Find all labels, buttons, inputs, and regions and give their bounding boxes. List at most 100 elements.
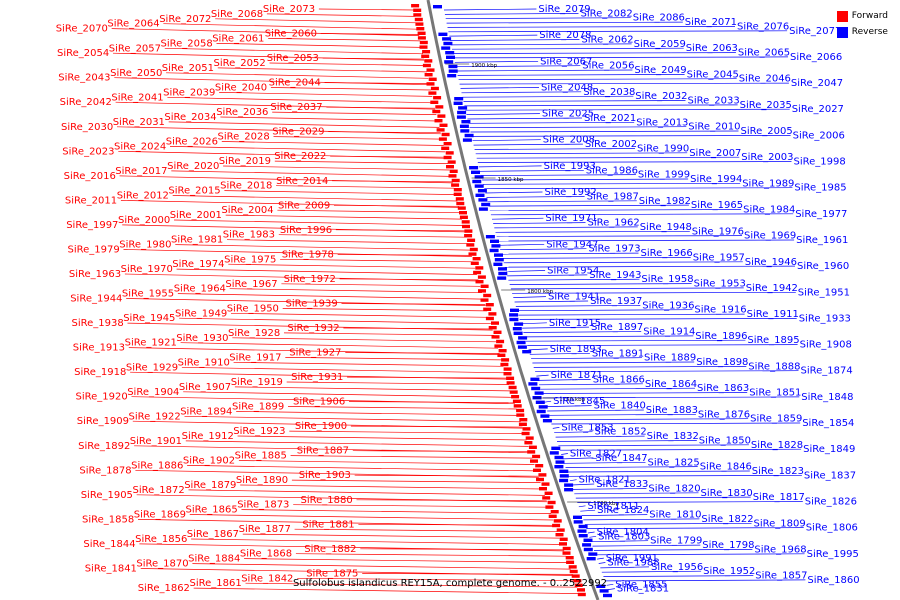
gene-label: SiRe_2064 xyxy=(107,19,159,30)
reverse-gene-arrow xyxy=(478,198,488,202)
gene-label: SiRe_1931 xyxy=(291,372,343,383)
forward-gene-arrow xyxy=(498,349,507,353)
label-leader-line xyxy=(120,200,460,208)
forward-gene-arrow xyxy=(542,496,551,500)
label-leader-line xyxy=(326,106,436,109)
gene-label: SiRe_1920 xyxy=(76,392,128,403)
forward-gene-arrow xyxy=(483,293,492,298)
gene-label: SiRe_1996 xyxy=(280,225,332,236)
label-leader-line xyxy=(283,332,495,336)
gene-label: SiRe_1994 xyxy=(690,174,742,185)
gene-label: SiRe_1993 xyxy=(544,161,596,172)
gene-label: SiRe_1874 xyxy=(801,366,853,377)
gene-label: SiRe_1938 xyxy=(72,318,124,329)
forward-gene-arrow xyxy=(433,96,442,100)
reverse-gene-arrow xyxy=(498,267,507,271)
forward-gene-arrow xyxy=(443,142,452,146)
reverse-gene-arrow xyxy=(583,538,593,542)
reverse-gene-arrow xyxy=(448,64,458,69)
label-leader-line xyxy=(335,229,466,232)
label-leader-line xyxy=(554,431,593,434)
gene-label: SiRe_2023 xyxy=(62,146,114,157)
gene-label: SiRe_1823 xyxy=(752,466,804,477)
label-leader-line xyxy=(332,180,453,183)
forward-gene-arrow xyxy=(462,224,470,229)
label-leader-line xyxy=(564,461,646,464)
label-leader-line xyxy=(561,453,568,455)
gene-label: SiRe_1803 xyxy=(598,531,650,542)
gene-label: SiRe_2013 xyxy=(636,117,688,128)
forward-gene-arrow xyxy=(566,560,575,564)
label-leader-line xyxy=(463,100,686,102)
label-leader-line xyxy=(518,313,745,316)
forward-gene-arrow xyxy=(446,165,454,169)
label-leader-line xyxy=(482,178,689,181)
label-leader-line xyxy=(572,488,647,490)
reverse-gene-arrow xyxy=(444,60,454,64)
gene-label: SiRe_1897 xyxy=(591,322,643,333)
gene-label: SiRe_1950 xyxy=(227,303,279,314)
label-leader-line xyxy=(352,450,531,453)
gene-label: SiRe_1921 xyxy=(125,338,177,349)
gene-label: SiRe_2036 xyxy=(216,107,268,118)
label-leader-line xyxy=(445,17,631,20)
label-leader-line xyxy=(503,261,743,264)
gene-label: SiRe_1893 xyxy=(550,344,602,355)
reverse-gene-arrow xyxy=(573,520,583,524)
label-leader-line xyxy=(217,67,427,73)
forward-gene-arrow xyxy=(413,13,422,17)
label-leader-line xyxy=(593,549,753,551)
gene-label: SiRe_1939 xyxy=(286,299,338,310)
gene-label: SiRe_2058 xyxy=(161,38,213,49)
backbone-tick-label: 1700 kbp xyxy=(593,501,619,507)
reverse-gene-arrow xyxy=(489,248,499,253)
label-leader-line xyxy=(566,470,750,473)
gene-label: SiRe_2027 xyxy=(792,104,844,115)
forward-gene-arrow xyxy=(443,155,452,160)
gene-label: SiRe_1896 xyxy=(695,331,747,342)
gene-label: SiRe_1856 xyxy=(135,534,187,545)
forward-gene-arrow xyxy=(451,183,460,187)
forward-gene-arrow xyxy=(522,427,531,431)
forward-gene-arrow xyxy=(435,105,444,109)
reverse-gene-arrow xyxy=(458,106,468,110)
label-leader-line xyxy=(497,239,795,242)
label-leader-line xyxy=(600,566,650,569)
label-leader-line xyxy=(473,143,583,146)
label-leader-line xyxy=(577,501,803,503)
forward-gene-arrow xyxy=(464,229,473,233)
label-leader-line xyxy=(242,533,560,539)
gene-label: SiRe_1927 xyxy=(289,348,341,359)
label-leader-line xyxy=(224,190,456,195)
forward-gene-arrow xyxy=(503,367,512,371)
forward-gene-arrow xyxy=(455,197,464,201)
gene-label: SiRe_1817 xyxy=(753,492,805,503)
gene-label: SiRe_1984 xyxy=(743,205,795,216)
gene-label: SiRe_1904 xyxy=(127,387,179,398)
backbone-tick-label: 1750 kbp xyxy=(559,397,585,403)
reverse-gene-arrow xyxy=(456,115,466,119)
gene-label: SiRe_1891 xyxy=(592,348,644,359)
gene-label: SiRe_1985 xyxy=(794,183,846,194)
label-leader-line xyxy=(343,327,493,330)
label-leader-line xyxy=(281,283,481,287)
label-leader-line xyxy=(450,39,580,41)
gene-label: SiRe_1937 xyxy=(590,296,642,307)
forward-gene-arrow xyxy=(426,68,435,72)
gene-label: SiRe_1889 xyxy=(644,353,696,364)
forward-gene-arrow xyxy=(518,422,527,426)
label-leader-line xyxy=(163,23,418,30)
forward-gene-arrow xyxy=(513,404,522,408)
label-leader-line xyxy=(520,322,547,325)
reverse-gene-arrow xyxy=(577,529,587,533)
gene-label: SiRe_1811 xyxy=(588,501,640,512)
label-leader-line xyxy=(290,455,533,459)
label-leader-line xyxy=(356,499,547,502)
gene-label: SiRe_1872 xyxy=(133,485,185,496)
gene-label: SiRe_1968 xyxy=(754,544,806,555)
gene-label: SiRe_1828 xyxy=(751,440,803,451)
gene-label: SiRe_1883 xyxy=(646,405,698,416)
gene-label: SiRe_2010 xyxy=(688,122,740,133)
gene-label: SiRe_2076 xyxy=(737,21,789,32)
label-leader-line xyxy=(183,391,513,398)
